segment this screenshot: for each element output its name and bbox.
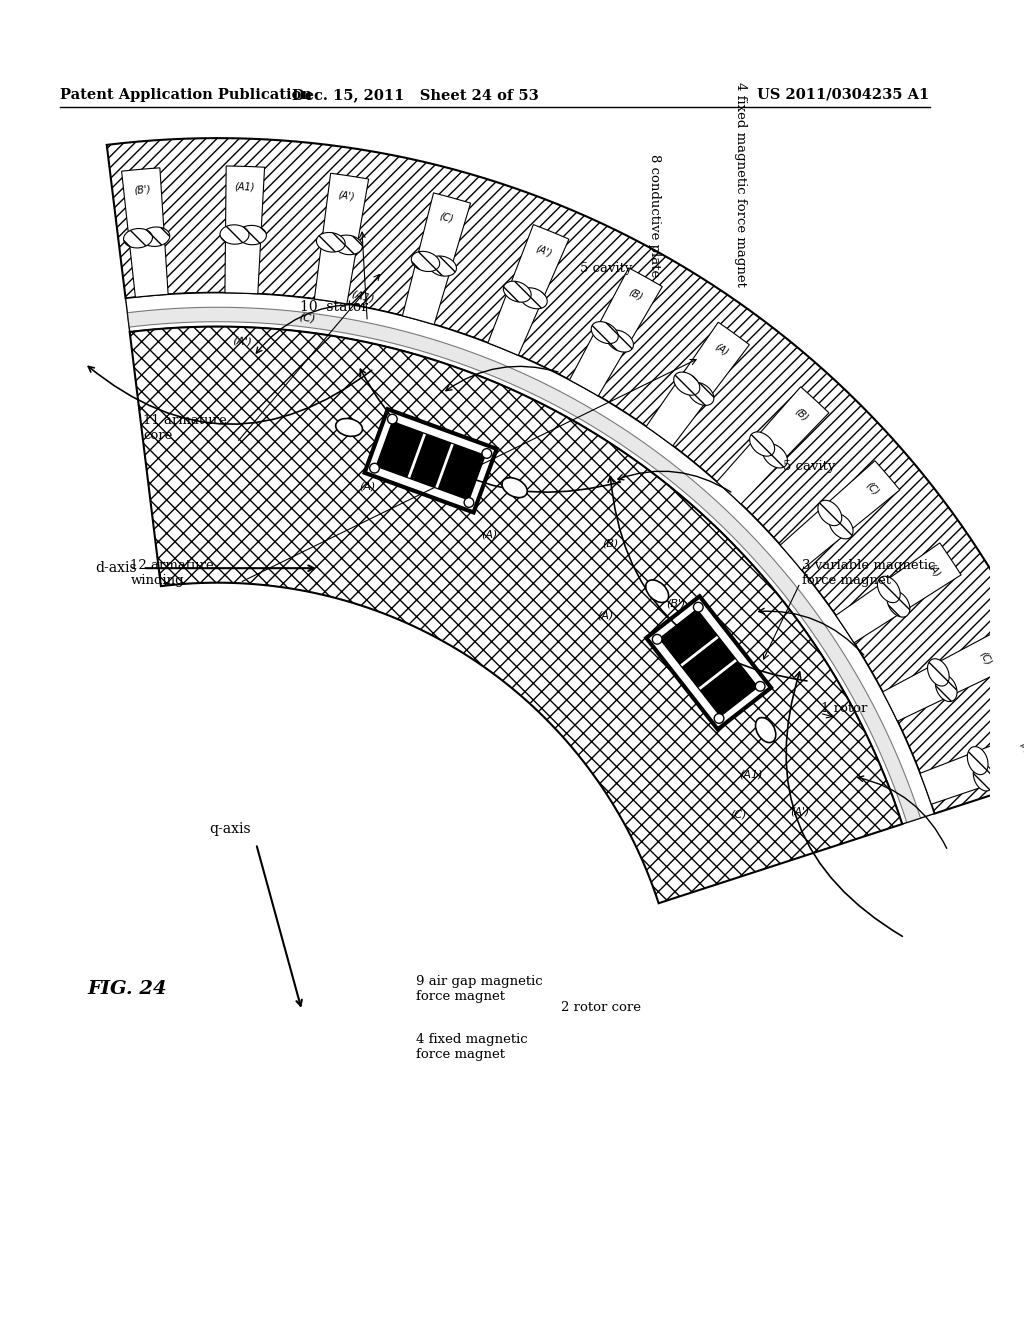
Circle shape [482,449,492,458]
Ellipse shape [591,322,618,343]
Ellipse shape [124,228,153,248]
Text: (A1): (A1) [1018,741,1024,764]
Ellipse shape [973,763,994,791]
Text: 8 conductive plate: 8 conductive plate [647,154,660,277]
Text: (B'): (B') [134,183,152,195]
Bar [376,421,485,500]
Polygon shape [883,632,1012,721]
Text: (A): (A) [714,342,730,358]
Text: FIG. 24: FIG. 24 [87,979,167,998]
Text: 11 armature
core: 11 armature core [143,414,226,442]
Ellipse shape [829,513,853,539]
Ellipse shape [646,579,669,602]
Text: 5 cavity: 5 cavity [782,461,836,473]
Text: d-axis: d-axis [95,561,137,576]
Text: (B): (B) [793,407,810,424]
Text: 4 fixed magnetic force magnet: 4 fixed magnetic force magnet [734,82,748,286]
Text: 9 air gap magnetic
force magnet: 9 air gap magnetic force magnet [416,974,542,1003]
Ellipse shape [334,235,362,255]
Polygon shape [126,293,934,824]
Ellipse shape [336,418,362,437]
Ellipse shape [238,226,266,244]
Text: (A): (A) [481,529,498,540]
Circle shape [714,714,724,723]
Circle shape [652,635,662,644]
Polygon shape [836,543,962,643]
Bar [659,610,758,717]
Text: (C): (C) [438,211,455,224]
Ellipse shape [412,251,439,272]
Polygon shape [225,166,264,294]
Polygon shape [646,322,750,446]
Text: (B): (B) [602,539,618,549]
Text: (C): (C) [730,809,746,820]
Text: (B'): (B') [667,598,686,609]
Ellipse shape [141,227,170,247]
Text: US 2011/0304235 A1: US 2011/0304235 A1 [758,88,930,102]
Ellipse shape [763,444,787,469]
Bar [646,597,771,730]
Polygon shape [402,193,471,325]
Ellipse shape [674,372,699,395]
Text: (A): (A) [926,561,942,578]
Circle shape [464,498,474,507]
Bar [365,409,497,512]
Ellipse shape [887,591,910,618]
Text: (A'): (A') [534,243,553,259]
Ellipse shape [818,500,842,525]
Text: 1 rotor: 1 rotor [821,702,868,715]
Text: (A1): (A1) [350,289,376,305]
Circle shape [693,602,703,612]
Polygon shape [780,461,900,570]
Ellipse shape [428,256,457,276]
Polygon shape [130,326,902,903]
Ellipse shape [878,577,900,603]
Ellipse shape [756,718,776,743]
Text: (A'): (A') [791,807,810,816]
Text: Patent Application Publication: Patent Application Publication [60,88,312,102]
Circle shape [756,681,765,692]
Text: (C): (C) [298,312,316,323]
Text: (A1): (A1) [739,770,763,780]
Text: 3 variable magnetic
force magnet: 3 variable magnetic force magnet [802,560,936,587]
Ellipse shape [504,281,531,302]
Text: (A): (A) [359,482,376,491]
Text: (C): (C) [863,479,881,498]
Polygon shape [569,268,663,396]
Text: 10  stator: 10 stator [300,300,368,314]
Text: 4 fixed magnetic
force magnet: 4 fixed magnetic force magnet [416,1032,527,1060]
Ellipse shape [220,224,249,244]
Polygon shape [127,308,921,822]
Circle shape [370,463,379,473]
Text: (A'): (A') [232,335,252,347]
Polygon shape [920,727,1024,804]
Ellipse shape [750,432,774,457]
Polygon shape [122,168,168,297]
Text: (B): (B) [627,288,644,302]
Ellipse shape [935,675,957,701]
Ellipse shape [316,232,345,252]
Ellipse shape [502,478,527,498]
Text: q-axis: q-axis [210,822,251,836]
Text: 5 cavity: 5 cavity [580,263,632,275]
Text: 2 rotor core: 2 rotor core [560,1002,641,1014]
Text: 12 armature
winding: 12 armature winding [130,560,214,587]
Ellipse shape [688,383,714,405]
Polygon shape [717,387,829,504]
Ellipse shape [606,330,634,352]
Text: (A): (A) [597,611,613,620]
Polygon shape [487,224,569,355]
Ellipse shape [968,747,988,775]
Text: Dec. 15, 2011   Sheet 24 of 53: Dec. 15, 2011 Sheet 24 of 53 [292,88,539,102]
Circle shape [387,414,397,424]
Text: (A'): (A') [338,190,355,202]
Ellipse shape [928,659,949,686]
Polygon shape [314,173,369,304]
Text: (C): (C) [977,649,992,667]
Ellipse shape [519,288,547,309]
Text: (A1): (A1) [234,182,255,193]
Polygon shape [106,139,1024,813]
